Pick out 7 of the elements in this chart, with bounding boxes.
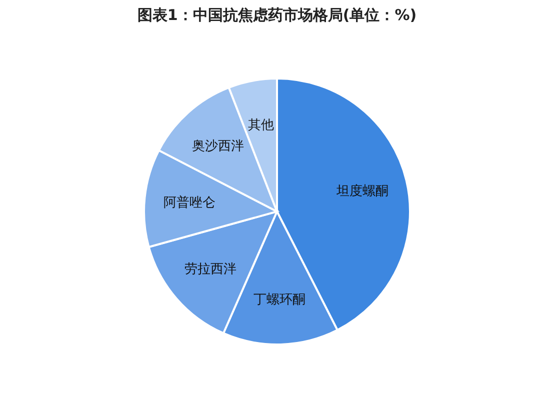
- slice-label: 其他: [248, 118, 274, 134]
- slice-label: 劳拉西泮: [184, 262, 236, 278]
- chart-title: 图表1：中国抗焦虑药市场格局(单位：%): [137, 6, 417, 24]
- slice-label: 奥沙西泮: [192, 139, 244, 154]
- slice-label: 丁螺环酮: [253, 292, 306, 308]
- slice-label: 阿普唑仑: [163, 194, 216, 210]
- slice-label: 坦度螺酮: [336, 182, 389, 199]
